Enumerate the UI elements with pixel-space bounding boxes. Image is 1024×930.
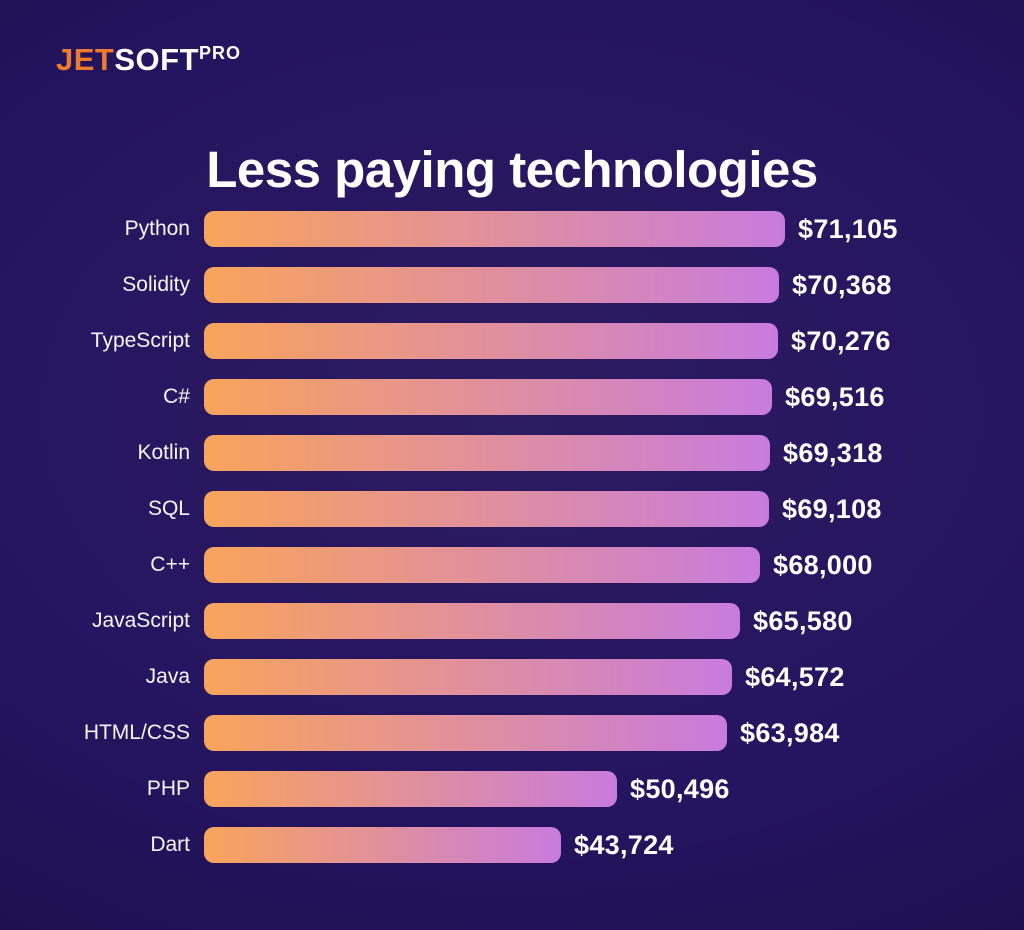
category-label: Kotlin <box>137 441 190 464</box>
category-label: HTML/CSS <box>83 721 190 744</box>
chart-row: Java $64,572 <box>0 659 1024 695</box>
category-label: C# <box>163 385 190 408</box>
value-label: $43,724 <box>574 829 674 860</box>
value-label: $69,516 <box>785 381 885 412</box>
value-bar <box>204 379 772 415</box>
value-label: $65,580 <box>753 605 853 636</box>
category-label: PHP <box>146 777 190 800</box>
chart-row: Python $71,105 <box>0 211 1024 247</box>
value-label: $68,000 <box>773 549 873 580</box>
category-label: C++ <box>150 553 190 576</box>
chart-title: Less paying technologies <box>206 141 818 199</box>
value-label: $71,105 <box>798 213 898 244</box>
chart-row: PHP $50,496 <box>0 771 1024 807</box>
chart-row: SQL $69,108 <box>0 491 1024 527</box>
category-label: Java <box>145 665 190 688</box>
value-bar <box>204 659 732 695</box>
value-label: $69,318 <box>783 437 883 468</box>
chart-row: TypeScript $70,276 <box>0 323 1024 359</box>
chart-row: HTML/CSS $63,984 <box>0 715 1024 751</box>
category-label: Dart <box>150 833 190 856</box>
chart-row: Kotlin $69,318 <box>0 435 1024 471</box>
jetsoftpro-logo: JETSOFTPRO <box>56 42 241 78</box>
value-bar <box>204 267 779 303</box>
category-label: Solidity <box>122 273 190 296</box>
value-label: $63,984 <box>740 717 840 748</box>
chart-row: C++ $68,000 <box>0 547 1024 583</box>
chart-row: C# $69,516 <box>0 379 1024 415</box>
logo-text-pro: PRO <box>199 43 242 63</box>
value-bar <box>204 547 760 583</box>
value-bar <box>204 435 770 471</box>
value-bar <box>204 603 740 639</box>
value-bar <box>204 491 769 527</box>
value-label: $70,276 <box>791 325 891 356</box>
value-label: $69,108 <box>782 493 882 524</box>
category-label: TypeScript <box>90 329 190 352</box>
value-label: $50,496 <box>630 773 730 804</box>
chart-row: Solidity $70,368 <box>0 267 1024 303</box>
value-label: $64,572 <box>745 661 845 692</box>
value-bar <box>204 715 727 751</box>
logo-text-jet: JET <box>56 42 115 77</box>
chart-row: JavaScript $65,580 <box>0 603 1024 639</box>
value-bar <box>204 211 785 247</box>
chart-row: Dart $43,724 <box>0 827 1024 863</box>
value-bar <box>204 827 561 863</box>
value-bar <box>204 771 617 807</box>
category-label: JavaScript <box>91 609 190 632</box>
value-bar <box>204 323 778 359</box>
category-label: Python <box>124 217 190 240</box>
bar-chart: Python $71,105 Solidity $70,368 TypeScri… <box>0 211 1024 863</box>
category-label: SQL <box>147 497 190 520</box>
logo-text-soft: SOFT <box>114 42 200 77</box>
value-label: $70,368 <box>792 269 892 300</box>
